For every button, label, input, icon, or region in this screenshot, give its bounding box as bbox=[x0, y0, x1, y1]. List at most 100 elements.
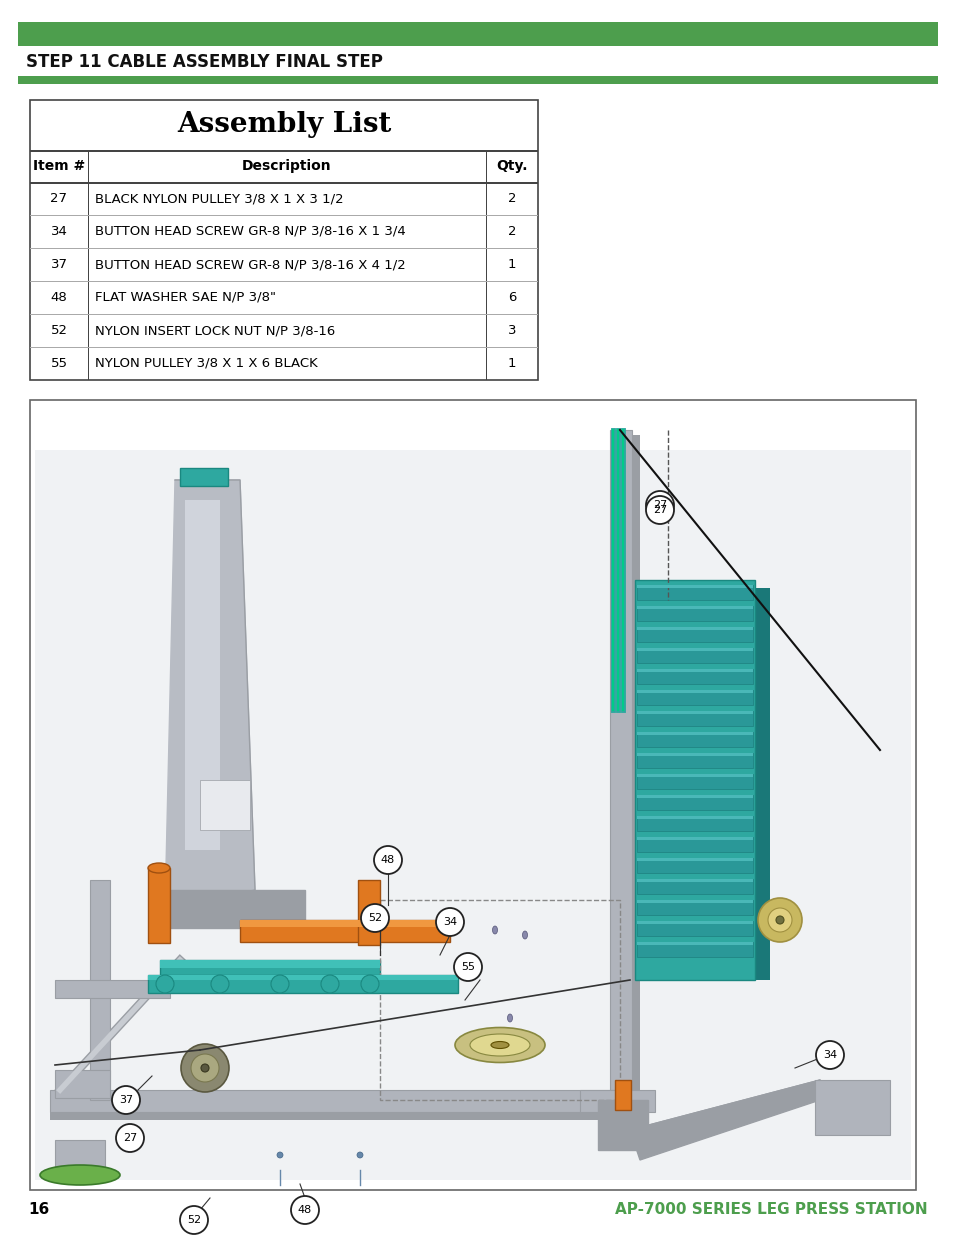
Bar bbox=[637, 669, 752, 672]
Text: 37: 37 bbox=[119, 1095, 132, 1105]
Bar bbox=[637, 585, 752, 600]
Bar bbox=[88, 149, 90, 380]
Text: 2: 2 bbox=[507, 225, 516, 238]
Ellipse shape bbox=[360, 974, 378, 993]
Text: 3: 3 bbox=[507, 324, 516, 337]
Bar bbox=[185, 500, 220, 850]
Ellipse shape bbox=[455, 1028, 544, 1062]
Bar bbox=[180, 468, 228, 487]
Bar bbox=[637, 837, 752, 852]
Text: Item #: Item # bbox=[32, 159, 85, 173]
Circle shape bbox=[645, 496, 673, 524]
Ellipse shape bbox=[148, 863, 170, 873]
Bar bbox=[579, 1091, 655, 1112]
Text: BLACK NYLON PULLEY 3/8 X 1 X 3 1/2: BLACK NYLON PULLEY 3/8 X 1 X 3 1/2 bbox=[95, 191, 343, 205]
Bar bbox=[55, 1140, 105, 1174]
Ellipse shape bbox=[271, 974, 289, 993]
Bar bbox=[637, 921, 752, 936]
Bar bbox=[160, 960, 379, 968]
Circle shape bbox=[116, 1124, 144, 1152]
Bar bbox=[637, 669, 752, 684]
Text: AP-7000 SERIES LEG PRESS STATION: AP-7000 SERIES LEG PRESS STATION bbox=[615, 1203, 927, 1218]
Circle shape bbox=[775, 916, 783, 924]
Bar bbox=[637, 585, 752, 588]
Circle shape bbox=[112, 1086, 140, 1114]
Bar bbox=[637, 879, 752, 882]
Text: 55: 55 bbox=[460, 962, 475, 972]
Bar bbox=[637, 858, 752, 861]
Bar bbox=[637, 627, 752, 630]
Text: 1: 1 bbox=[507, 258, 516, 270]
Bar bbox=[148, 974, 457, 993]
Circle shape bbox=[181, 1044, 229, 1092]
Bar bbox=[637, 606, 752, 609]
Bar bbox=[637, 648, 752, 651]
Bar bbox=[148, 868, 170, 944]
Text: FLAT WASHER SAE N/P 3/8": FLAT WASHER SAE N/P 3/8" bbox=[95, 291, 275, 304]
Bar bbox=[18, 77, 937, 84]
Ellipse shape bbox=[492, 926, 497, 934]
Text: STEP 11 CABLE ASSEMBLY FINAL STEP: STEP 11 CABLE ASSEMBLY FINAL STEP bbox=[26, 53, 382, 70]
Bar bbox=[637, 942, 752, 945]
Bar bbox=[50, 1091, 629, 1112]
Bar bbox=[637, 816, 752, 831]
Bar bbox=[637, 774, 752, 789]
Bar bbox=[30, 100, 537, 380]
Bar bbox=[357, 881, 379, 945]
Text: 27: 27 bbox=[652, 500, 666, 510]
Text: 48: 48 bbox=[380, 855, 395, 864]
Text: 37: 37 bbox=[51, 258, 68, 270]
Circle shape bbox=[201, 1065, 209, 1072]
Bar bbox=[55, 981, 170, 998]
Bar bbox=[200, 781, 250, 830]
Text: BUTTON HEAD SCREW GR-8 N/P 3/8-16 X 1 3/4: BUTTON HEAD SCREW GR-8 N/P 3/8-16 X 1 3/… bbox=[95, 225, 405, 238]
Text: BUTTON HEAD SCREW GR-8 N/P 3/8-16 X 4 1/2: BUTTON HEAD SCREW GR-8 N/P 3/8-16 X 4 1/… bbox=[95, 258, 405, 270]
Circle shape bbox=[758, 898, 801, 942]
Ellipse shape bbox=[491, 1041, 509, 1049]
Bar bbox=[30, 149, 537, 152]
Text: 1: 1 bbox=[507, 357, 516, 370]
Bar bbox=[18, 22, 937, 46]
Bar bbox=[637, 732, 752, 747]
Circle shape bbox=[436, 908, 463, 936]
Text: 52: 52 bbox=[187, 1215, 201, 1225]
Circle shape bbox=[191, 1053, 219, 1082]
Text: 52: 52 bbox=[368, 913, 381, 923]
Ellipse shape bbox=[40, 1165, 120, 1186]
Bar bbox=[637, 648, 752, 663]
Bar bbox=[637, 858, 752, 873]
Bar bbox=[754, 588, 769, 981]
Text: 16: 16 bbox=[28, 1203, 50, 1218]
Text: 27: 27 bbox=[652, 505, 666, 515]
Ellipse shape bbox=[507, 1014, 512, 1023]
Bar bbox=[637, 795, 752, 798]
Bar bbox=[598, 1100, 647, 1150]
Bar bbox=[148, 974, 457, 981]
Bar bbox=[637, 795, 752, 810]
Ellipse shape bbox=[276, 1152, 283, 1158]
Bar bbox=[170, 890, 305, 927]
Bar bbox=[35, 450, 910, 1179]
Bar bbox=[637, 942, 752, 957]
Bar bbox=[30, 400, 915, 1191]
Bar bbox=[160, 960, 379, 988]
Circle shape bbox=[180, 1207, 208, 1234]
Bar bbox=[637, 816, 752, 819]
Bar bbox=[240, 920, 450, 927]
Text: 48: 48 bbox=[51, 291, 68, 304]
Bar bbox=[485, 149, 487, 380]
Circle shape bbox=[645, 492, 673, 519]
Polygon shape bbox=[165, 480, 254, 910]
Text: 27: 27 bbox=[51, 191, 68, 205]
Text: 27: 27 bbox=[123, 1132, 137, 1144]
Circle shape bbox=[454, 953, 481, 981]
Text: NYLON PULLEY 3/8 X 1 X 6 BLACK: NYLON PULLEY 3/8 X 1 X 6 BLACK bbox=[95, 357, 317, 370]
Bar bbox=[631, 435, 639, 1130]
Text: NYLON INSERT LOCK NUT N/P 3/8-16: NYLON INSERT LOCK NUT N/P 3/8-16 bbox=[95, 324, 335, 337]
Bar bbox=[635, 580, 754, 981]
Bar bbox=[30, 182, 537, 184]
Bar bbox=[637, 690, 752, 705]
Text: Description: Description bbox=[242, 159, 332, 173]
Ellipse shape bbox=[470, 1034, 530, 1056]
Polygon shape bbox=[629, 1079, 820, 1160]
